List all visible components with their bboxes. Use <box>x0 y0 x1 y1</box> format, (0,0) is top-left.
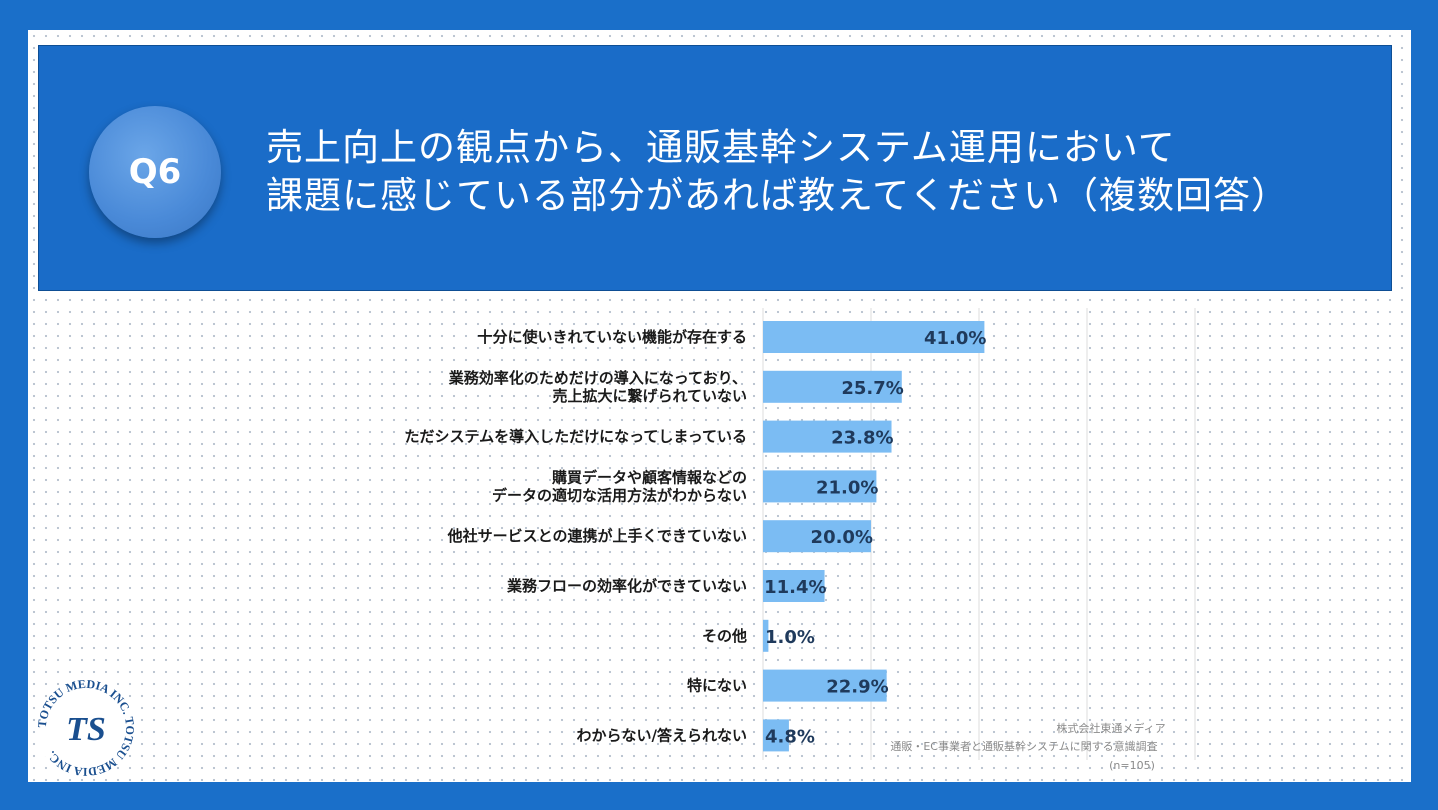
bar-7 <box>763 619 769 652</box>
source-note-2: 通販・EC事業者と通販基幹システムに関する意識調査 <box>890 739 1157 753</box>
question-title: 売上向上の観点から、通販基幹システム運用において 課題に感じている部分があれば教… <box>266 124 1366 220</box>
bar-value-label-1: 41.0% <box>924 328 986 349</box>
category-label-8: 特にない <box>687 677 747 695</box>
totsu-media-logo: TOTSU MEDIA INC. TOTSU MEDIA INC. TS <box>35 677 137 779</box>
bar-value-label-8: 22.9% <box>826 677 888 698</box>
bar-value-label-2: 25.7% <box>841 378 903 399</box>
bar-4 <box>763 470 877 503</box>
bar-3 <box>763 420 892 453</box>
source-note-1: 株式会社東通メディア <box>1056 721 1165 735</box>
question-title-line-1: 売上向上の観点から、通販基幹システム運用において <box>266 126 1176 169</box>
question-banner <box>38 45 1392 291</box>
category-label-6: 業務フローの効率化ができていない <box>506 577 747 595</box>
category-label-5: 他社サービスとの連携が上手くできていない <box>447 527 747 545</box>
question-title-line-2: 課題に感じている部分があれば教えてください（複数回答） <box>266 174 1290 217</box>
bar-value-label-9: 4.8% <box>765 726 815 747</box>
bar-value-label-6: 11.4% <box>764 577 826 598</box>
bar-value-label-5: 20.0% <box>811 527 873 548</box>
bar-value-label-7: 1.0% <box>765 627 815 648</box>
category-label-2-line-1: 業務効率化のためだけの導入になっており、 <box>448 369 747 387</box>
category-label-9: わからない/答えられない <box>577 726 747 744</box>
bar-5 <box>763 520 871 553</box>
bar-9 <box>763 719 789 752</box>
logo-mark: TS <box>66 711 106 748</box>
bar-8 <box>763 669 887 702</box>
bar-value-label-4: 21.0% <box>816 477 878 498</box>
category-label-2-line-2: 売上拡大に繋げられていない <box>552 387 747 405</box>
category-label-1: 十分に使いきれていない機能が存在する <box>477 328 747 346</box>
category-label-3: ただシステムを導入しただけになってしまっている <box>405 428 747 446</box>
bar-value-label-3: 23.8% <box>831 428 893 449</box>
bar-2 <box>763 370 902 403</box>
bar-6 <box>763 570 825 602</box>
bar-1 <box>763 321 985 353</box>
source-note-3: (n=105) <box>1109 759 1155 772</box>
category-label-4-line-1: 購買データや顧客情報などの <box>551 468 747 486</box>
question-number-badge: Q6 <box>89 106 221 238</box>
category-label-4-line-2: データの適切な活用方法がわからない <box>492 486 747 504</box>
category-label-7: その他 <box>702 627 747 645</box>
